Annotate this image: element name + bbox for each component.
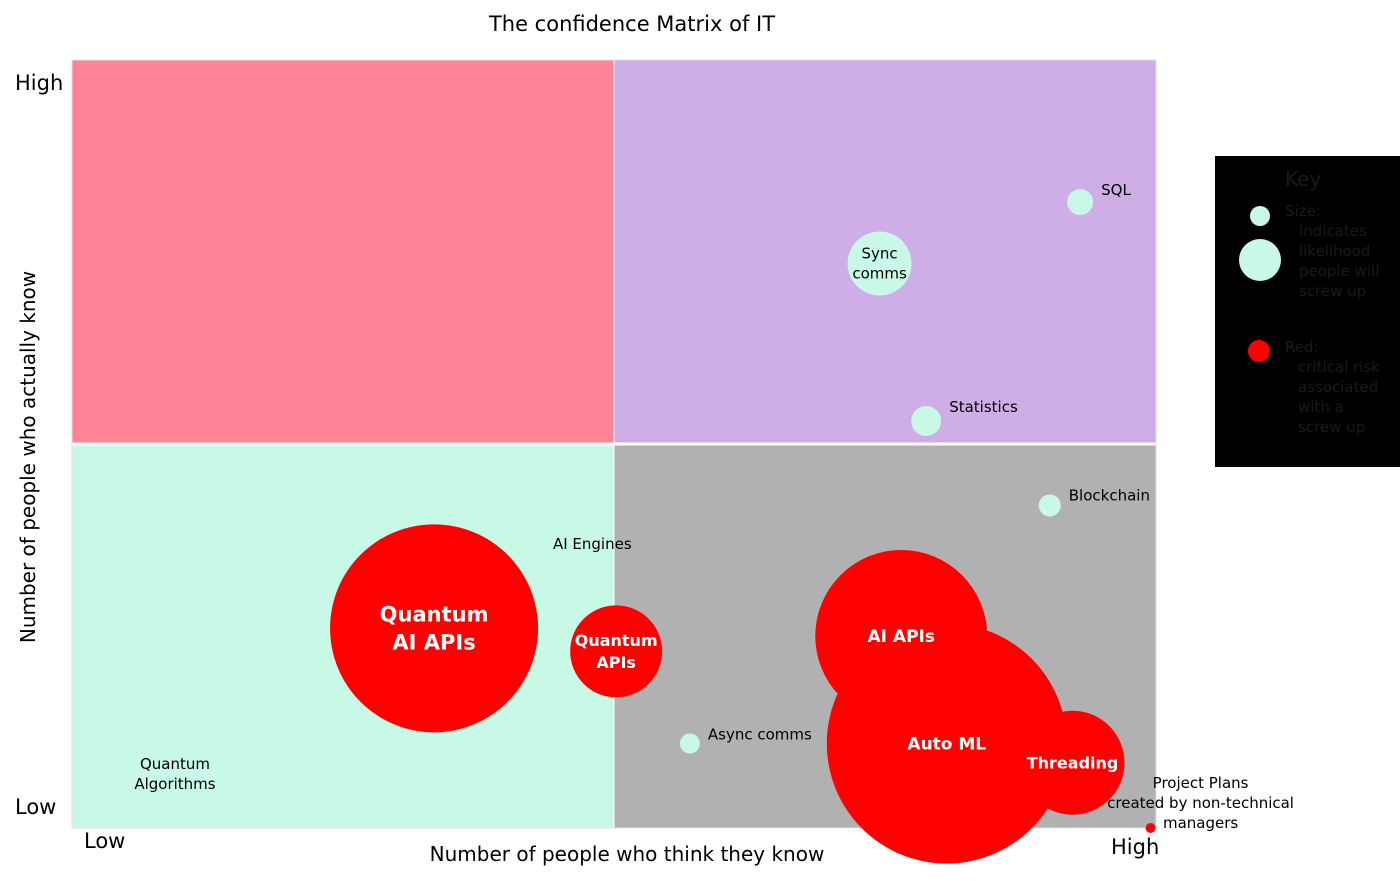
legend-red-text-line: screw up: [1298, 418, 1365, 436]
legend-size-text-line: screw up: [1299, 282, 1366, 300]
quadrant-1: [72, 60, 614, 444]
legend-background: [1215, 156, 1400, 467]
bubble-label-auto-ml: Auto ML: [907, 734, 986, 754]
bubble-label-ai-apis: AI APIs: [868, 627, 935, 647]
legend-red-text-line: critical risk: [1298, 358, 1380, 376]
bubble-labels: SQL Sync comms Statistics Blockchain Async co…: [134, 181, 1294, 832]
legend-size-text: Size: indicates likelihood people will screw…: [1285, 202, 1379, 300]
legend-size-text-line: people will: [1299, 262, 1379, 280]
bubble-label-statistics: Statistics: [949, 398, 1018, 416]
bubbles: [330, 189, 1156, 864]
bubble-sync-comms: [847, 231, 912, 296]
x-tick-high: High: [1111, 835, 1159, 859]
bubble-label-threading: Threading: [1027, 753, 1119, 772]
bubble-label-quantum-apis: Quantum: [575, 631, 658, 650]
legend-size-text-line: Size:: [1285, 202, 1321, 220]
bubble-label-quantum-apis: APIs: [596, 653, 636, 672]
legend-red-bubble: [1248, 340, 1270, 362]
legend-red-text-line: associated: [1298, 378, 1378, 396]
bubble-label-sql: SQL: [1101, 181, 1131, 199]
x-tick-low: Low: [84, 829, 125, 853]
bubble-sql: [1067, 189, 1094, 216]
bubble-label-project-plans-created-by-non-technical-managers: Project Plans: [1153, 774, 1249, 792]
bubble-label-async-comms: Async comms: [708, 726, 812, 744]
y-tick-high: High: [15, 71, 63, 95]
legend-size-text-line: likelihood: [1299, 242, 1370, 260]
chart-title: The confidence Matrix of IT: [488, 12, 775, 36]
y-tick-low: Low: [15, 795, 56, 819]
bubble-label-quantum-ai-apis: Quantum: [380, 603, 489, 627]
bubble-label-quantum-ai-apis: AI APIs: [392, 631, 475, 655]
bubble-project-plans-created-by-non-technical-managers: [1145, 823, 1156, 833]
legend-size-text-line: indicates: [1299, 222, 1367, 240]
legend-large-bubble: [1239, 239, 1281, 281]
bubble-label-blockchain: Blockchain: [1069, 486, 1150, 504]
legend-red-text-line: Red:: [1285, 338, 1319, 356]
bubble-label-sync-comms: Sync: [862, 245, 898, 263]
bubble-blockchain: [1038, 494, 1061, 517]
legend-title: Key: [1285, 167, 1321, 191]
bubble-quantum-apis: [570, 605, 663, 698]
bubble-ai-apis: [815, 550, 988, 722]
x-axis-label: Number of people who think they know: [430, 842, 825, 866]
bubble-label-project-plans-created-by-non-technical-managers: managers: [1163, 814, 1238, 832]
bubble-async-comms: [679, 733, 700, 754]
legend-small-bubble: [1250, 206, 1270, 226]
bubble-statistics: [911, 405, 942, 436]
bubble-label-sync-comms: comms: [852, 265, 907, 283]
bubble-label-ai-engines: AI Engines: [553, 535, 632, 553]
bubble-label-quantum-algorithms: Quantum: [140, 755, 210, 773]
legend: Key Size: indicates likelihood people will s…: [1215, 156, 1400, 467]
legend-red-text: Red: critical risk associated with a screw u…: [1285, 338, 1380, 436]
bubble-quantum-ai-apis: [330, 524, 539, 733]
bubble-label-project-plans-created-by-non-technical-managers: created by non-technical: [1107, 794, 1294, 812]
bubble-threading: [1020, 710, 1125, 815]
y-axis-label: Number of people who actually know: [16, 271, 40, 643]
legend-red-text-line: with a: [1298, 398, 1344, 416]
bubble-label-quantum-algorithms: Algorithms: [134, 775, 215, 793]
plot-border: [71, 59, 1157, 829]
